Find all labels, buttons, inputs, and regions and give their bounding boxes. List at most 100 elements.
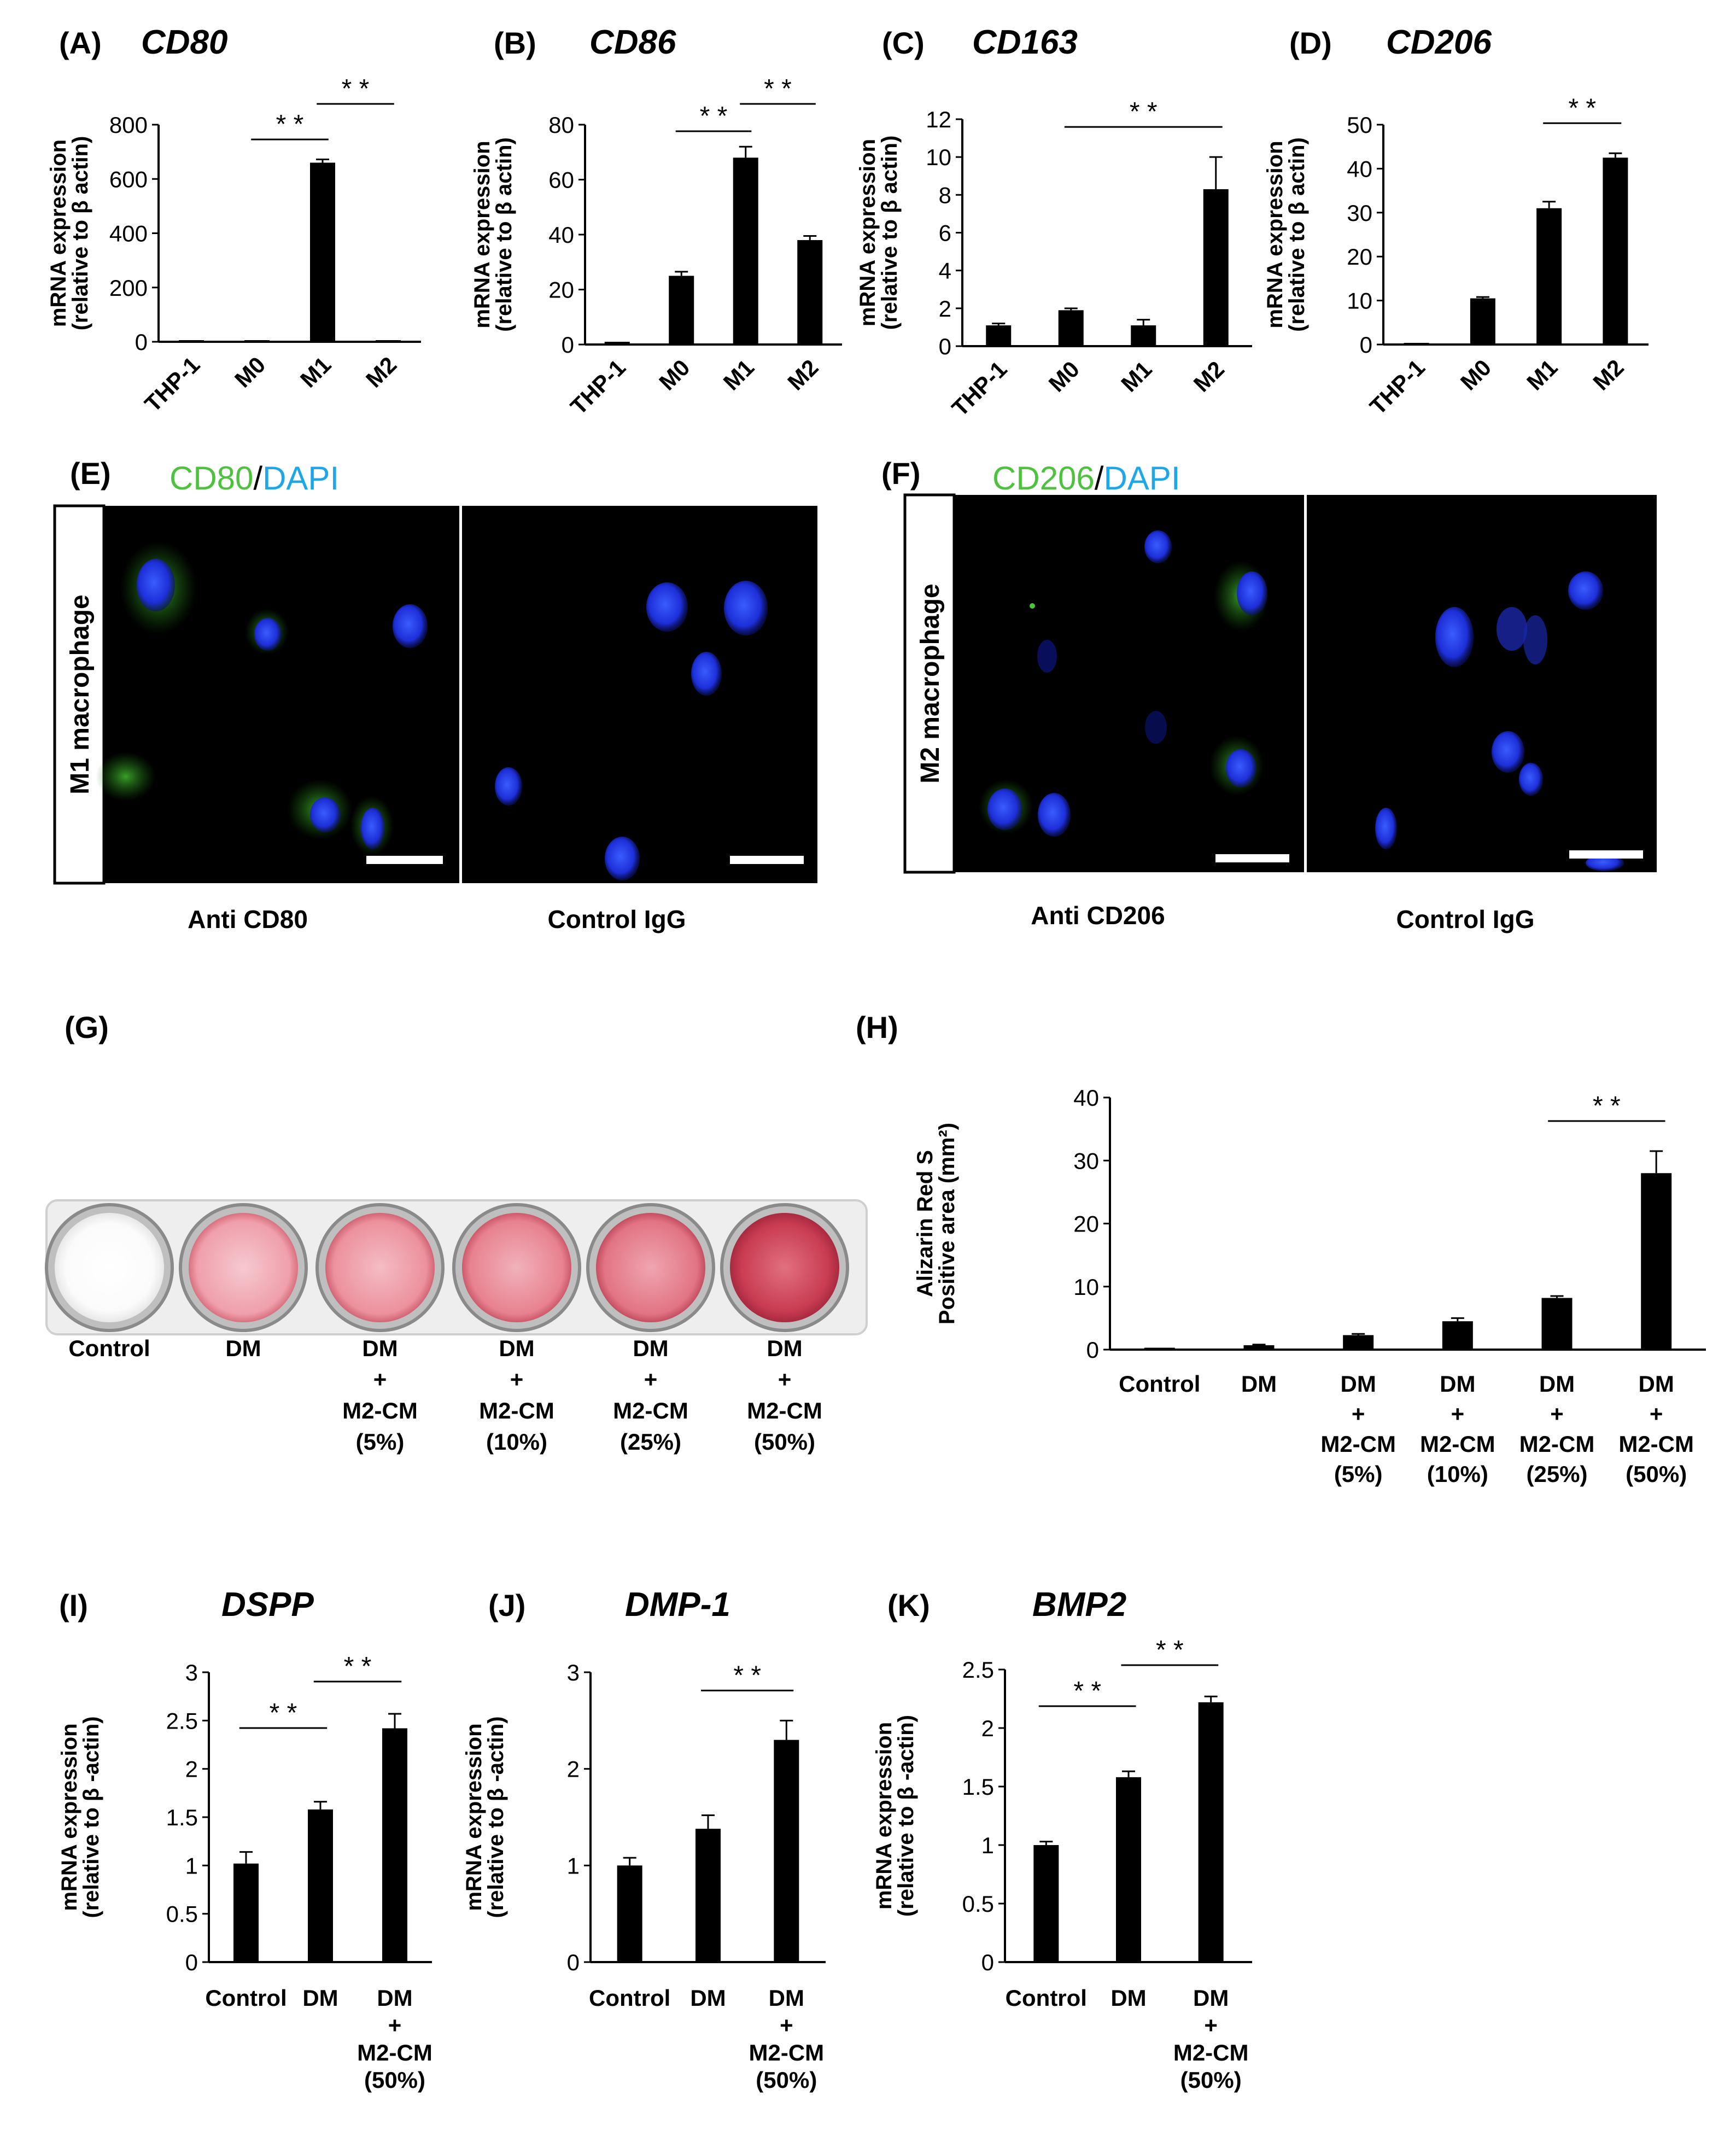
panel-title-I: DSPP xyxy=(221,1586,314,1624)
panel-title-A: CD80 xyxy=(141,24,228,61)
side-label-box-E xyxy=(53,504,106,885)
x-tick-label: DM xyxy=(1110,1985,1146,2011)
stain-sep-F: / xyxy=(1095,460,1104,497)
image-label-anti-cd80: Anti CD80 xyxy=(188,905,308,933)
bar xyxy=(1198,1702,1224,1962)
x-tick-label: DM xyxy=(1440,1371,1475,1397)
bar xyxy=(1541,1298,1573,1350)
well-label: DM xyxy=(362,1335,398,1361)
bar xyxy=(1641,1173,1672,1350)
x-tick-label: M0 xyxy=(230,352,271,393)
chart-panel-B: 0 20 40 60 80 mRNA expression(relative to β a… xyxy=(470,74,842,419)
y-tick-label: 30 xyxy=(1073,1148,1099,1174)
panel-letter-F: (F) xyxy=(881,456,921,491)
y-tick-label: 0 xyxy=(135,329,148,355)
panel-letter-G: (G) xyxy=(65,1010,109,1044)
x-tick-label: THP-1 xyxy=(947,356,1012,421)
well-label: (5%) xyxy=(356,1429,405,1455)
y-tick-label: 0 xyxy=(1360,332,1372,358)
y-axis-label: (relative to β -actin) xyxy=(79,1717,103,1918)
x-tick-label: + xyxy=(1204,2012,1218,2038)
panel-title-C: CD163 xyxy=(972,24,1078,61)
y-tick-label: 20 xyxy=(1347,244,1372,270)
x-tick-label: THP-1 xyxy=(139,352,204,417)
well xyxy=(325,1213,435,1322)
y-tick-label: 3 xyxy=(567,1660,580,1685)
y-axis-label: (relative to β actin) xyxy=(1285,137,1309,332)
x-tick-label: + xyxy=(1352,1401,1365,1427)
x-tick-label: + xyxy=(780,2012,793,2038)
y-tick-label: 400 xyxy=(109,221,148,247)
well-label: M2-CM xyxy=(613,1398,688,1423)
y-tick-label: 800 xyxy=(109,112,148,138)
image-label-anti-cd206: Anti CD206 xyxy=(1031,901,1165,930)
x-tick-label: DM xyxy=(1639,1371,1674,1397)
bar xyxy=(233,1863,259,1962)
cells-anti-cd206 xyxy=(979,530,1269,837)
well-label: M2-CM xyxy=(479,1398,554,1423)
y-axis-label: (relative to β -actin) xyxy=(894,1715,918,1917)
y-tick-label: 2 xyxy=(939,296,951,322)
scale-bar-F2 xyxy=(1569,850,1643,859)
y-tick-label: 60 xyxy=(548,167,574,193)
significance-label: * * xyxy=(344,1652,372,1681)
stain-marker-E: CD80 xyxy=(169,460,253,497)
chart-panel-I: 0 0.5 1 1.5 2 2.5 3 mRNA expression(relative to… xyxy=(57,1652,432,2093)
x-tick-label: Control xyxy=(589,1985,670,2011)
bar xyxy=(774,1740,799,1962)
well-label: (10%) xyxy=(486,1429,547,1455)
bar xyxy=(1144,1347,1175,1350)
y-axis-label: mRNA expression xyxy=(57,1723,81,1911)
side-label-E: M1 macrophage xyxy=(66,594,95,794)
well-labels: Control DM DM + M2-CM (5%) DM + M2-CM (10%) DM + M2-… xyxy=(68,1335,822,1455)
bar xyxy=(1058,310,1084,346)
bar xyxy=(1343,1335,1374,1350)
x-tick-label: + xyxy=(388,2012,402,2038)
y-tick-label: 0 xyxy=(185,1950,198,1975)
y-tick-label: 2 xyxy=(567,1756,580,1782)
panel-letter-A: (A) xyxy=(59,26,102,60)
y-tick-label: 0 xyxy=(1086,1337,1099,1363)
y-tick-label: 6 xyxy=(939,220,951,246)
y-tick-label: 8 xyxy=(939,182,951,208)
y-tick-label: 10 xyxy=(926,144,951,170)
y-axis-label: Positive area (mm²) xyxy=(935,1123,959,1324)
y-tick-label: 40 xyxy=(1347,156,1372,182)
y-tick-label: 2 xyxy=(185,1756,198,1782)
y-tick-label: 600 xyxy=(109,166,148,192)
bar xyxy=(1536,208,1562,345)
significance-label: * * xyxy=(764,74,792,103)
x-tick-label: (50%) xyxy=(1626,1461,1687,1487)
side-label-F: M2 macrophage xyxy=(916,583,945,783)
x-tick-label: (10%) xyxy=(1427,1461,1488,1487)
x-tick-label: M0 xyxy=(1456,354,1497,395)
bar xyxy=(1203,189,1229,346)
bar xyxy=(1404,343,1429,345)
y-tick-label: 20 xyxy=(548,277,574,303)
x-tick-label: M2 xyxy=(1189,356,1230,397)
cells-control-igg-F xyxy=(1375,571,1624,871)
x-tick-label: + xyxy=(1650,1401,1663,1427)
well-label: (25%) xyxy=(620,1429,681,1455)
well-label: M2-CM xyxy=(747,1398,822,1423)
bar xyxy=(1603,157,1628,345)
stain-dapi-E: DAPI xyxy=(262,460,339,497)
stain-marker-F: CD206 xyxy=(992,460,1095,497)
y-axis-label: mRNA expression xyxy=(46,139,71,327)
x-tick-label: M2-CM xyxy=(1519,1431,1595,1457)
bar xyxy=(1442,1321,1473,1350)
y-axis-label: (relative to β -actin) xyxy=(484,1717,508,1918)
y-tick-label: 40 xyxy=(1073,1085,1099,1111)
significance-label: * * xyxy=(733,1661,761,1690)
y-tick-label: 2 xyxy=(981,1715,994,1741)
x-tick-label: DM xyxy=(690,1985,726,2011)
bar xyxy=(797,240,823,345)
significance-label: * * xyxy=(1073,1677,1101,1706)
well xyxy=(55,1213,164,1322)
well xyxy=(596,1213,705,1322)
cells-anti-cd80 xyxy=(96,541,428,856)
y-tick-label: 1.5 xyxy=(962,1774,994,1800)
panel-letter-E: (E) xyxy=(70,456,111,491)
bar xyxy=(179,340,204,342)
x-tick-label: M2-CM xyxy=(1618,1431,1694,1457)
